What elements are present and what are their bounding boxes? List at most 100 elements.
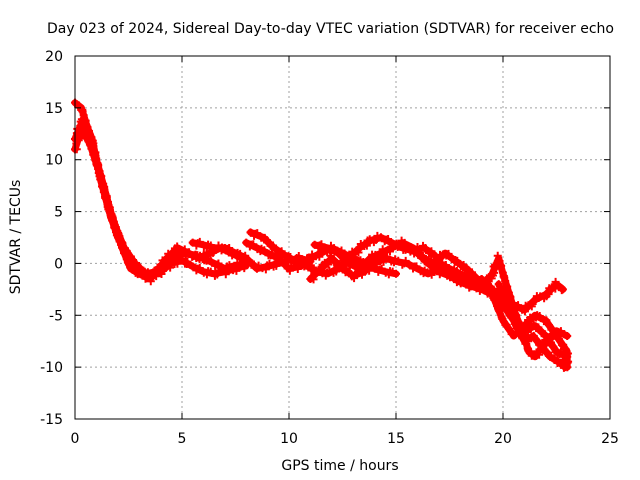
data-point	[177, 254, 186, 263]
y-tick-label: -5	[49, 308, 63, 324]
data-point	[317, 240, 326, 249]
data-point	[301, 259, 310, 268]
data-point	[377, 264, 386, 273]
x-tick-label: 15	[387, 431, 405, 447]
data-point	[225, 244, 234, 253]
data-point	[504, 324, 513, 333]
data-point	[363, 260, 372, 269]
data-point	[508, 314, 517, 323]
data-point	[462, 263, 471, 272]
data-point	[396, 241, 405, 250]
data-point	[426, 260, 435, 269]
data-point	[272, 244, 281, 253]
data-point	[495, 257, 504, 266]
data-point	[377, 249, 386, 258]
data-point	[504, 303, 513, 312]
series-track-1	[71, 98, 251, 286]
data-point	[195, 264, 204, 273]
data-point	[296, 257, 305, 266]
data-point	[461, 279, 470, 288]
data-point	[236, 249, 245, 258]
data-point	[409, 245, 418, 254]
data-point	[501, 296, 510, 305]
data-point	[513, 324, 522, 333]
series-track-8	[310, 236, 493, 289]
data-point	[366, 255, 375, 264]
data-point	[191, 250, 200, 259]
data-point	[488, 290, 497, 299]
data-point	[279, 258, 288, 267]
data-point	[97, 177, 106, 186]
data-point	[261, 265, 270, 274]
data-point	[213, 270, 222, 279]
data-point	[78, 125, 87, 134]
data-point	[506, 308, 515, 317]
data-point	[162, 253, 171, 262]
data-point	[521, 339, 530, 348]
data-point	[502, 282, 511, 291]
data-point	[249, 240, 258, 249]
data-point	[294, 251, 303, 260]
data-point	[441, 261, 450, 270]
data-point	[547, 351, 556, 360]
data-point	[384, 235, 393, 244]
data-point	[336, 250, 345, 259]
y-tick-label: 5	[54, 205, 63, 221]
data-point	[472, 279, 481, 288]
data-point	[417, 251, 426, 260]
data-point	[477, 274, 486, 283]
data-point	[132, 259, 141, 268]
data-point	[315, 252, 324, 261]
data-point	[214, 259, 223, 268]
data-point	[453, 256, 462, 265]
data-point	[502, 320, 511, 329]
data-point	[277, 247, 286, 256]
y-tick-label: -15	[40, 412, 63, 428]
x-tick-label: 20	[494, 431, 512, 447]
y-tick-label: 20	[45, 49, 63, 65]
data-point	[285, 266, 294, 275]
data-point	[370, 259, 379, 268]
data-point	[556, 358, 565, 367]
data-point	[286, 253, 295, 262]
data-point	[272, 261, 281, 270]
data-point	[483, 278, 492, 287]
data-point	[184, 248, 193, 257]
data-point	[206, 267, 215, 276]
y-tick-label: 10	[45, 153, 63, 169]
data-point	[497, 285, 506, 294]
data-point	[262, 236, 271, 245]
series-track-11	[477, 274, 567, 316]
chart-title: Day 023 of 2024, Sidereal Day-to-day VTE…	[47, 21, 614, 37]
data-point	[344, 267, 353, 276]
data-point	[389, 240, 398, 249]
data-point	[249, 260, 258, 269]
data-point	[110, 220, 119, 229]
y-tick-label: -10	[40, 360, 63, 376]
data-point	[241, 251, 250, 260]
y-tick-label: 15	[45, 101, 63, 117]
axis-ticks: 0 5 10 15 20 25 -15 -10 -5 0 5 10 15 20	[40, 49, 619, 447]
data-point	[452, 266, 461, 275]
data-point	[341, 254, 350, 263]
x-tick-label: 25	[601, 431, 619, 447]
data-point	[349, 259, 358, 268]
data-point	[421, 244, 430, 253]
data-point	[195, 237, 204, 246]
data-point	[532, 335, 541, 344]
data-point	[554, 335, 563, 344]
plot-frame	[74, 55, 611, 420]
y-axis-label: SDTVAR / TECUs	[8, 180, 24, 295]
data-point	[122, 246, 131, 255]
data-point	[232, 266, 241, 275]
data-point	[376, 233, 385, 242]
data-point	[524, 346, 533, 355]
data-point	[99, 183, 108, 192]
data-point	[108, 212, 117, 221]
data-point	[372, 235, 381, 244]
data-point	[401, 256, 410, 265]
data-point	[561, 363, 570, 372]
data-point	[493, 251, 502, 260]
data-point	[78, 106, 87, 115]
